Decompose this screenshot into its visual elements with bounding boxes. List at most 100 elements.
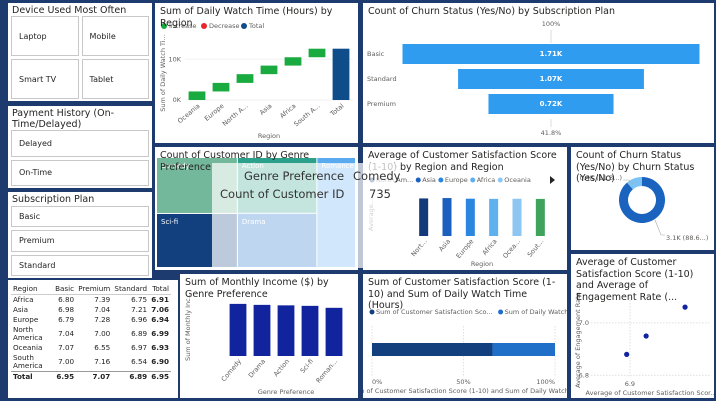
bar	[512, 198, 522, 236]
bar	[489, 198, 499, 236]
table-cell: 6.80	[58, 295, 75, 304]
category-label: Basic	[367, 50, 385, 58]
tile-label: Sci-fi	[161, 218, 178, 226]
y-tick-label: 0K	[173, 96, 182, 104]
data-label: 0.4K (11.3...)	[580, 174, 622, 182]
slicer-button[interactable]: Delayed	[11, 130, 149, 157]
table-header: Total	[149, 284, 171, 295]
slicer: Device Used Most Often Laptop Mobile Smart …	[8, 3, 152, 101]
legend-marker	[497, 177, 503, 183]
slicer-button[interactable]: Standard	[11, 254, 149, 276]
slicer-button[interactable]: Laptop	[11, 16, 79, 56]
table-cell: Europe	[13, 315, 39, 324]
table-header: Basic	[53, 284, 77, 295]
table-cell: 7.07	[58, 343, 75, 352]
chart-canvas: Sum of Customer Satisfaction Sco... Sum o…	[363, 308, 567, 395]
table-cell: 7.39	[94, 295, 111, 304]
table-cell: 6.54	[131, 357, 148, 366]
chart-canvas: 0.4K (11.3...) 3.1K (88.6...)	[580, 174, 709, 242]
table-cell: 7.16	[94, 357, 111, 366]
chart-title: Average of Customer Satisfaction Score (…	[576, 257, 694, 303]
value-label: 1.07K	[540, 75, 563, 83]
table-cell: 7.00	[94, 329, 111, 338]
matrix-table: Region Basic Premium Standard Total Africa 6.8…	[8, 280, 178, 398]
slicer-button[interactable]: Mobile	[81, 16, 149, 56]
x-tick-label: Roman...	[314, 357, 339, 384]
chart-title: Count of Churn Status (Yes/No) by Churn …	[576, 150, 695, 184]
stacked-segment	[492, 343, 555, 356]
slicer-button[interactable]: Smart TV	[11, 59, 79, 99]
legend-label: Sum of Daily Watch Ti...	[505, 308, 567, 316]
funnel-top-label: 100%	[542, 20, 561, 28]
funnel-bottom-label: 41.8%	[541, 129, 562, 137]
value-label: 1.71K	[540, 50, 563, 58]
table-cell: 7.04	[94, 305, 111, 314]
x-tick-label: 6.9	[625, 380, 635, 388]
table-cell: 6.95	[53, 371, 77, 382]
x-tick-label: Africa	[278, 102, 297, 120]
bar	[535, 198, 545, 236]
bar	[301, 305, 319, 356]
table-cell: 7.04	[58, 329, 75, 338]
chart-panel: Comedy Drama Action Sci-fi Roman... Sum of Mo…	[180, 274, 358, 398]
x-tick-label: Nort...	[410, 237, 429, 258]
table-cell: 7.21	[131, 305, 148, 314]
slicer-button[interactable]: Basic	[11, 206, 149, 228]
category-label: Premium	[367, 100, 396, 108]
x-axis-title: Genre Preference	[258, 388, 315, 396]
bar	[277, 305, 295, 356]
table-cell: 6.97	[131, 343, 148, 352]
total-bar	[332, 48, 350, 100]
y-tick-label: 6.8	[579, 371, 589, 379]
chart-canvas: 100% Basic 1.71K Standard 1.07K Premium 0.72K 4…	[367, 20, 700, 137]
chart-title: Average of Customer Satisfaction Score (…	[368, 150, 557, 173]
legend-marker	[201, 23, 207, 29]
slicer-button[interactable]: On-Time	[11, 159, 149, 186]
table-cell: 6.99	[151, 329, 169, 338]
slicer: Payment History (On-Time/Delayed) Delayed…	[8, 106, 152, 188]
waterfall-bar	[188, 91, 206, 100]
x-tick-label: 50%	[456, 378, 470, 386]
scatter-point	[643, 333, 649, 339]
slicer: Subscription Plan Basic Premium Standard	[8, 192, 152, 278]
chart-title: Sum of Monthly Income ($) by Genre Prefe…	[185, 277, 329, 300]
table-cell: 6.98	[58, 305, 75, 314]
x-axis-title: Average of Customer Satisfaction Scor...	[586, 389, 714, 397]
table-cell: 7.00	[58, 357, 75, 366]
waterfall-bar	[260, 65, 278, 75]
legend-label: Africa	[477, 176, 496, 184]
table-cell: 6.96	[131, 315, 148, 324]
slicer-button[interactable]: Premium	[11, 230, 149, 252]
y-tick-label: 10K	[168, 55, 181, 63]
x-tick-label: Sout...	[526, 237, 546, 258]
slicer-title: Device Used Most Often	[12, 5, 127, 16]
waterfall-bar	[212, 82, 230, 92]
x-tick-label: Total	[328, 102, 346, 119]
table-cell: South America	[13, 353, 43, 370]
tooltip: Genre Preference Comedy Count of Customer …	[212, 163, 400, 268]
waterfall-bar	[236, 74, 254, 83]
waterfall-bar	[284, 57, 302, 66]
legend-marker	[241, 23, 247, 29]
table-cell: 7.06	[151, 305, 169, 314]
y-tick-label: 7.0	[579, 319, 589, 327]
value-label: 0.72K	[540, 100, 563, 108]
legend-label: Asia	[422, 176, 436, 184]
legend-label: Europe	[445, 176, 468, 184]
x-tick-label: 0%	[372, 378, 382, 386]
leader-line	[623, 179, 634, 185]
legend-marker	[470, 177, 476, 183]
table-cell: 7.28	[94, 315, 111, 324]
leader-line	[654, 219, 665, 236]
donut-slice	[619, 177, 665, 223]
x-tick-label: Asia	[437, 237, 452, 253]
slicer-button[interactable]: Tablet	[81, 59, 149, 99]
x-tick-label: Europe	[455, 237, 476, 260]
bar	[419, 198, 429, 236]
legend-marker	[498, 309, 504, 315]
legend-label: Increase	[169, 22, 197, 30]
table-cell: 6.91	[151, 295, 169, 304]
